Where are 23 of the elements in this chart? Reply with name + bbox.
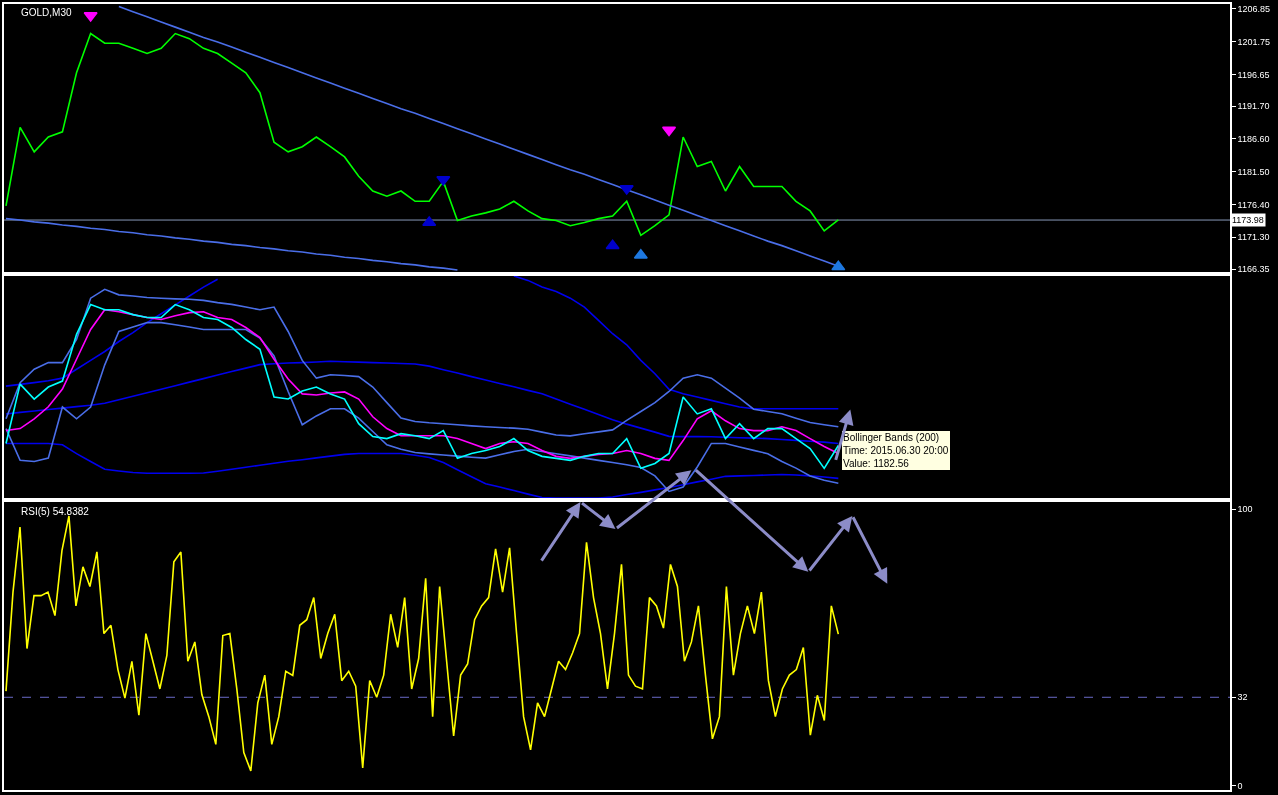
y-tick-label: 1181.50 (1237, 166, 1270, 177)
point (436, 175, 451, 186)
y-tick-label: 1206.85 (1237, 3, 1271, 14)
point (619, 184, 634, 195)
y-tick-label: 1191.70 (1237, 101, 1270, 112)
point (831, 260, 846, 271)
y-tick-label: 100 (1237, 504, 1253, 515)
line-series (5, 515, 840, 772)
y-tick-label: 1186.60 (1237, 134, 1270, 145)
chart-title: RSI(5) 54.8382 (21, 506, 90, 517)
y-tick-label: 1176.40 (1237, 199, 1270, 210)
point (605, 239, 620, 250)
y-tick-label: 1201.75 (1237, 36, 1271, 47)
annotation: Bollinger Bands (200) Time: 2015.06.30 20:00 Value: 1182.56 (843, 432, 949, 469)
y-tick-label: 32 (1237, 692, 1248, 703)
ref-line-label: 1173.98 (1232, 215, 1264, 225)
y-tick-label: 1196.65 (1237, 69, 1270, 80)
y-tick-label: 0 (1237, 781, 1243, 791)
chart-title: GOLD,M30 (21, 7, 73, 18)
y-tick-label: 1171.30 (1237, 232, 1270, 243)
line-series (5, 217, 459, 271)
line-series (5, 32, 840, 237)
y-tick-label: 1166.35 (1237, 264, 1270, 275)
